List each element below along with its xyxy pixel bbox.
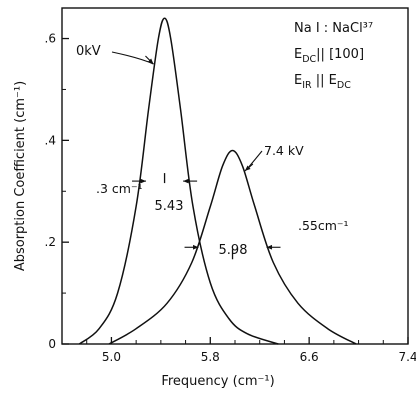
center-label-1: 5.43 xyxy=(155,199,184,214)
x-tick-label: 5.0 xyxy=(102,350,121,364)
y-tick-label: .2 xyxy=(45,235,56,249)
curve-7-4kv xyxy=(108,149,357,345)
axis-ticks: 5.0 5.8 6.6 7.4 0 .2 .4 .6 xyxy=(45,32,416,364)
fwhm1-left-arrow-head xyxy=(140,178,147,184)
x-tick-label: 6.6 xyxy=(300,350,319,364)
x-tick-label: 5.8 xyxy=(201,350,220,364)
pointer-7-4kv xyxy=(248,150,263,168)
width-label-1: .3 cm⁻¹ xyxy=(96,181,143,196)
center-label-2: 5.98 xyxy=(219,243,248,258)
info-line-1: Na I : NaCl³⁷ xyxy=(294,21,373,36)
pointer-7-4kv-head-head xyxy=(244,165,251,171)
fwhm1-right-arrow-head xyxy=(183,178,189,184)
width-label-2: .55cm⁻¹ xyxy=(298,218,349,233)
x-axis-label: Frequency (cm⁻¹) xyxy=(161,374,274,389)
info-line-2: EDC|| [100] xyxy=(294,47,364,65)
y-axis-label: Absorption Coefficient (cm⁻¹) xyxy=(13,81,28,271)
annotation-marks xyxy=(111,51,281,260)
fwhm2-left-arrow-head xyxy=(193,244,199,250)
info-line-3: EIR || EDC xyxy=(294,73,351,91)
series-label-0kv: 0kV xyxy=(76,44,101,59)
y-tick-label: .6 xyxy=(45,32,56,46)
y-tick-label: .4 xyxy=(45,133,56,147)
y-tick-label: 0 xyxy=(48,337,56,351)
series-label-7-4kv: 7.4 kV xyxy=(264,143,304,158)
fwhm2-right-arrow-head xyxy=(266,244,273,250)
curve-0kv xyxy=(78,17,279,345)
pointer-0kv-head-head xyxy=(147,58,154,64)
x-tick-label: 7.4 xyxy=(398,350,416,364)
